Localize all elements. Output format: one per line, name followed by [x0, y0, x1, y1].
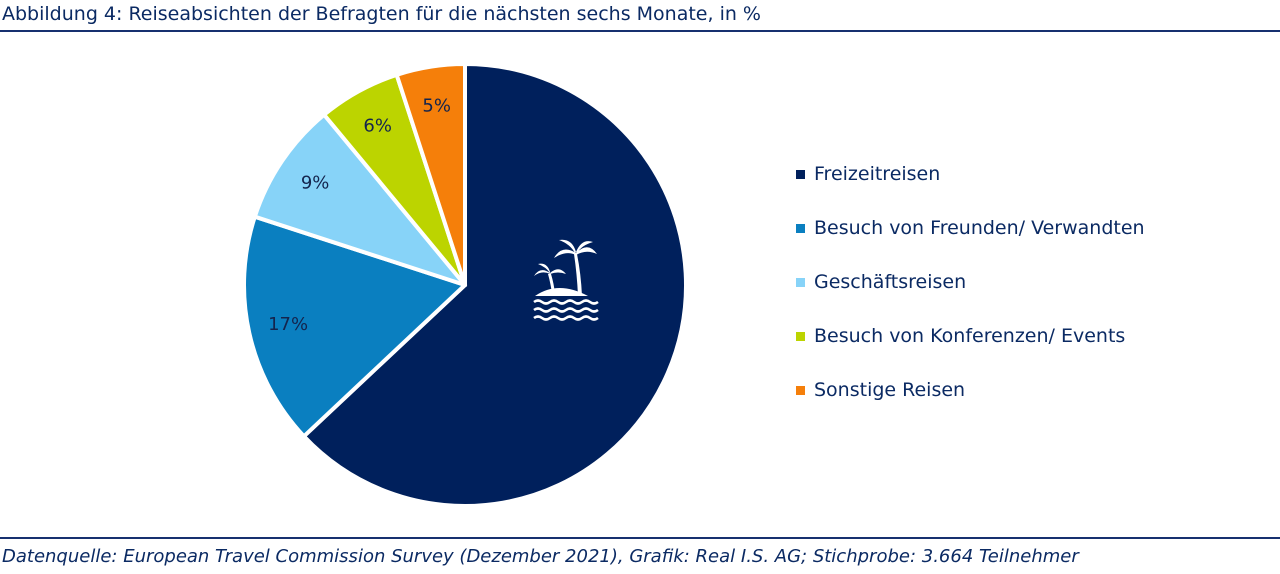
legend-label: Freizeitreisen [814, 163, 941, 185]
title-divider [0, 30, 1280, 32]
legend-swatch [796, 278, 805, 287]
data-label-sonstige-reisen: 5% [422, 96, 451, 117]
pie-slice-besuch-freunde [242, 214, 467, 439]
legend-item-geschaeftsreisen: Geschäftsreisen [796, 268, 1145, 322]
pie-labels: 17% 9% 6% 5% [268, 96, 451, 336]
legend-swatch [796, 386, 805, 395]
pie-chart: 17% 9% 6% 5% [242, 62, 688, 508]
legend-label: Besuch von Konferenzen/ Events [814, 325, 1126, 347]
legend-item-konferenzen: Besuch von Konferenzen/ Events [796, 322, 1145, 376]
source-note: Datenquelle: European Travel Commission … [2, 546, 1079, 567]
legend-label: Sonstige Reisen [814, 379, 966, 401]
pie-slice-sonstige-reisen [394, 62, 467, 287]
legend-item-sonstige-reisen: Sonstige Reisen [796, 376, 1145, 430]
legend-swatch [796, 170, 805, 179]
legend-item-freizeitreisen: Freizeitreisen [796, 160, 1145, 214]
chart-title: Abbildung 4: Reiseabsichten der Befragte… [2, 3, 761, 25]
chart-legend: Freizeitreisen Besuch von Freunden/ Verw… [796, 160, 1145, 430]
pie-slices [242, 62, 688, 508]
legend-label: Geschäftsreisen [814, 271, 967, 293]
palm-island-icon [533, 239, 599, 321]
footer-divider [0, 537, 1280, 539]
data-label-geschaeftsreisen: 9% [301, 173, 330, 194]
data-label-besuch-freunde: 17% [268, 314, 308, 335]
pie-slice-geschaeftsreisen [252, 112, 467, 287]
legend-item-besuch-freunde: Besuch von Freunden/ Verwandten [796, 214, 1145, 268]
pie-slice-freizeitreisen [301, 62, 688, 508]
data-label-konferenzen: 6% [363, 116, 392, 137]
legend-label: Besuch von Freunden/ Verwandten [814, 217, 1145, 239]
legend-swatch [796, 332, 805, 341]
legend-swatch [796, 224, 805, 233]
